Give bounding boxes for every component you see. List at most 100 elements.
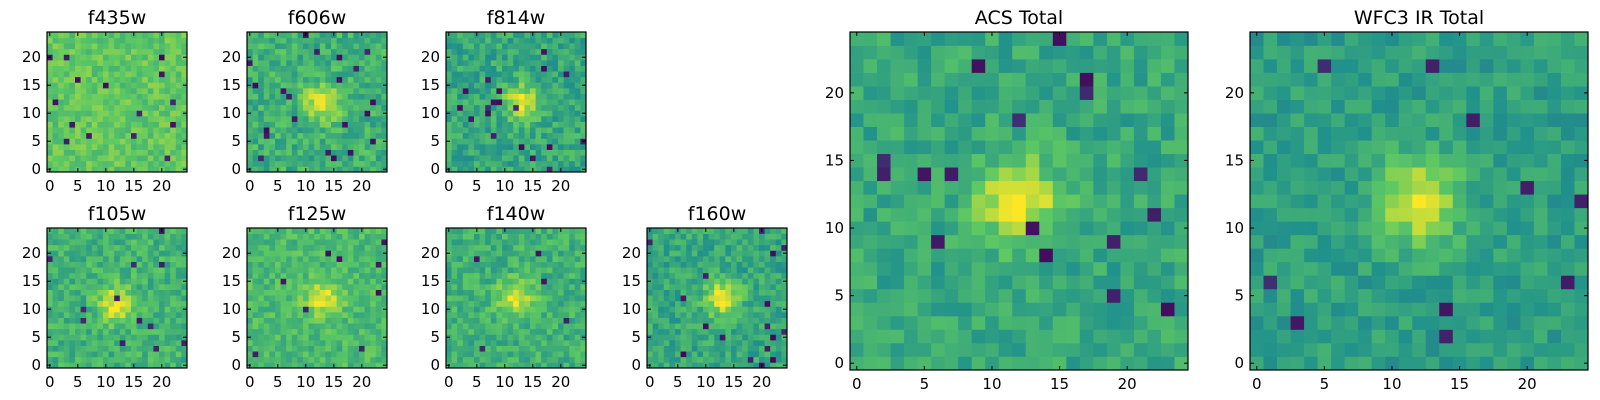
heatmap-cell — [451, 149, 458, 156]
heatmap-cell — [47, 328, 53, 335]
heatmap-cell — [319, 334, 326, 341]
heatmap-cell — [80, 65, 87, 72]
heatmap-cell — [308, 300, 315, 307]
heatmap-cell — [142, 160, 149, 167]
heatmap-cell — [1012, 180, 1027, 195]
heatmap-cell — [563, 149, 570, 156]
heatmap-cell — [1147, 315, 1162, 330]
heatmap-cell — [136, 328, 143, 335]
heatmap-cell — [97, 228, 104, 234]
heatmap-cell — [319, 256, 326, 262]
heatmap-cell — [308, 306, 315, 313]
heatmap-cell — [468, 340, 475, 346]
heatmap-cell — [275, 289, 281, 296]
heatmap-cell — [524, 261, 531, 268]
heatmap-cell — [114, 233, 121, 240]
heatmap-cell — [370, 244, 377, 251]
heatmap-cell — [47, 127, 53, 134]
heatmap-cell — [347, 345, 354, 352]
heatmap-cell — [153, 65, 160, 72]
heatmap-cell — [485, 289, 492, 296]
heatmap-cell — [451, 82, 458, 89]
heatmap-cell — [147, 144, 154, 150]
heatmap-cell — [708, 295, 715, 302]
heatmap-cell — [580, 116, 587, 122]
heatmap-cell — [347, 166, 354, 173]
heatmap-cell — [747, 261, 754, 268]
heatmap-cell — [375, 233, 382, 240]
heatmap-cell — [569, 71, 576, 78]
heatmap-cell — [286, 104, 293, 111]
heatmap-cell — [759, 295, 765, 302]
heatmap-cell — [663, 250, 670, 257]
heatmap-cell — [753, 345, 760, 352]
heatmap-cell — [164, 272, 171, 279]
heatmap-cell — [658, 306, 665, 313]
heatmap-cell — [485, 104, 492, 111]
heatmap-cell — [513, 116, 520, 122]
heatmap-cell — [63, 250, 70, 257]
heatmap-cell — [86, 88, 93, 94]
heatmap-cell — [364, 110, 371, 117]
heatmap-cell — [658, 317, 665, 324]
heatmap-cell — [530, 267, 536, 274]
heatmap-cell — [119, 54, 126, 61]
heatmap-cell — [347, 155, 354, 162]
heatmap-cell — [446, 99, 452, 106]
heatmap-cell — [569, 244, 576, 251]
heatmap-cell — [86, 317, 93, 324]
heatmap-cell — [490, 362, 497, 369]
heatmap-cell — [479, 340, 486, 346]
heatmap-cell — [490, 250, 497, 257]
heatmap-cell — [524, 155, 531, 162]
heatmap-cell — [252, 54, 259, 61]
heatmap-cell — [52, 317, 59, 324]
heatmap-cell — [103, 116, 109, 122]
heatmap-cell — [647, 233, 653, 240]
heatmap-cell — [669, 261, 676, 268]
heatmap-cell — [507, 121, 514, 128]
heatmap-cell — [75, 328, 81, 335]
heatmap-cell — [686, 295, 693, 302]
heatmap-cell — [258, 99, 265, 106]
heatmap-cell — [69, 82, 76, 89]
heatmap-cell — [325, 362, 332, 369]
heatmap-cell — [1093, 221, 1108, 236]
heatmap-cell — [142, 37, 149, 44]
heatmap-cell — [563, 127, 570, 134]
heatmap-cell — [742, 323, 749, 330]
heatmap-cell — [286, 138, 293, 145]
heatmap-cell — [546, 289, 553, 296]
heatmap-cell — [319, 356, 326, 363]
heatmap-cell — [97, 54, 104, 61]
heatmap-cell — [451, 233, 458, 240]
heatmap-cell — [580, 127, 587, 134]
heatmap-cell — [697, 328, 704, 335]
heatmap-cell — [474, 334, 480, 341]
heatmap-cell — [490, 312, 497, 318]
heatmap-cell — [1147, 302, 1162, 317]
heatmap-cell — [518, 267, 525, 274]
heatmap-cell — [541, 323, 548, 330]
heatmap-cell — [485, 356, 492, 363]
heatmap-cell — [375, 239, 382, 246]
heatmap-cell — [91, 284, 98, 290]
heatmap-cell — [462, 334, 469, 341]
heatmap-cell — [319, 166, 326, 173]
heatmap-cell — [80, 121, 87, 128]
x-tick-label: 15 — [523, 373, 542, 391]
heatmap-cell — [496, 144, 503, 150]
heatmap-cell — [719, 228, 726, 234]
heatmap-cell — [457, 278, 464, 285]
heatmap-cell — [291, 116, 298, 122]
heatmap-cell — [541, 88, 548, 94]
heatmap-cell — [153, 110, 160, 117]
heatmap-cell — [119, 104, 126, 111]
heatmap-cell — [770, 334, 777, 341]
heatmap-cell — [446, 356, 452, 363]
heatmap-cell — [125, 138, 132, 145]
heatmap-cell — [580, 328, 587, 335]
heatmap-cell — [97, 166, 104, 173]
heatmap-cell — [563, 272, 570, 279]
heatmap-cell — [563, 233, 570, 240]
